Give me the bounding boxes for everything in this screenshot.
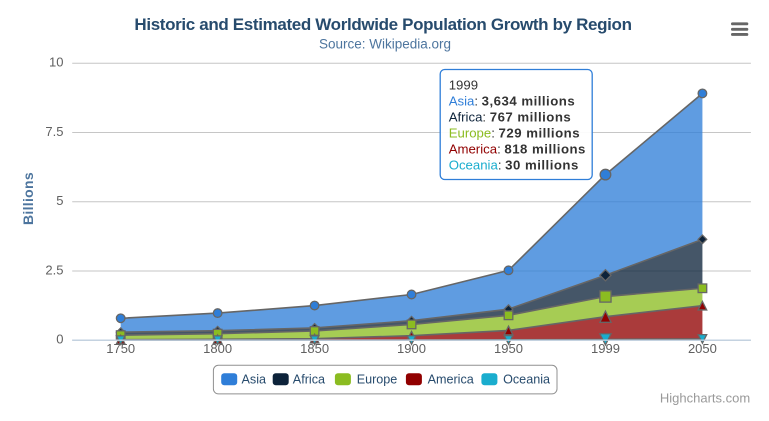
- svg-text:7.5: 7.5: [45, 124, 63, 139]
- svg-text:1750: 1750: [106, 341, 135, 356]
- svg-text:Europe: Europe: [357, 373, 398, 387]
- svg-text:Oceania: 30 millions: Oceania: 30 millions: [449, 157, 579, 172]
- svg-text:Africa: Africa: [293, 373, 325, 387]
- svg-text:1950: 1950: [494, 341, 523, 356]
- svg-text:10: 10: [49, 55, 63, 70]
- svg-text:Oceania: Oceania: [503, 373, 550, 387]
- svg-text:0: 0: [56, 332, 63, 347]
- svg-text:Asia: 3,634 millions: Asia: 3,634 millions: [449, 94, 575, 109]
- svg-text:1999: 1999: [591, 341, 620, 356]
- svg-text:Source: Wikipedia.org: Source: Wikipedia.org: [319, 36, 451, 51]
- svg-text:1900: 1900: [397, 341, 426, 356]
- svg-text:America: 818 millions: America: 818 millions: [449, 141, 586, 156]
- svg-text:Africa: 767 millions: Africa: 767 millions: [449, 110, 572, 125]
- svg-text:Billions: Billions: [20, 172, 36, 225]
- svg-text:1850: 1850: [300, 341, 329, 356]
- svg-text:Historic and Estimated Worldwi: Historic and Estimated Worldwide Populat…: [134, 15, 631, 34]
- svg-text:Asia: Asia: [242, 373, 267, 387]
- svg-text:1800: 1800: [203, 341, 232, 356]
- svg-text:America: America: [428, 373, 474, 387]
- svg-text:Highcharts.com: Highcharts.com: [660, 390, 750, 405]
- svg-text:Europe: 729 millions: Europe: 729 millions: [449, 125, 580, 140]
- svg-text:1999: 1999: [449, 78, 478, 93]
- svg-text:2.5: 2.5: [45, 262, 63, 277]
- svg-text:2050: 2050: [688, 341, 717, 356]
- svg-text:5: 5: [56, 193, 63, 208]
